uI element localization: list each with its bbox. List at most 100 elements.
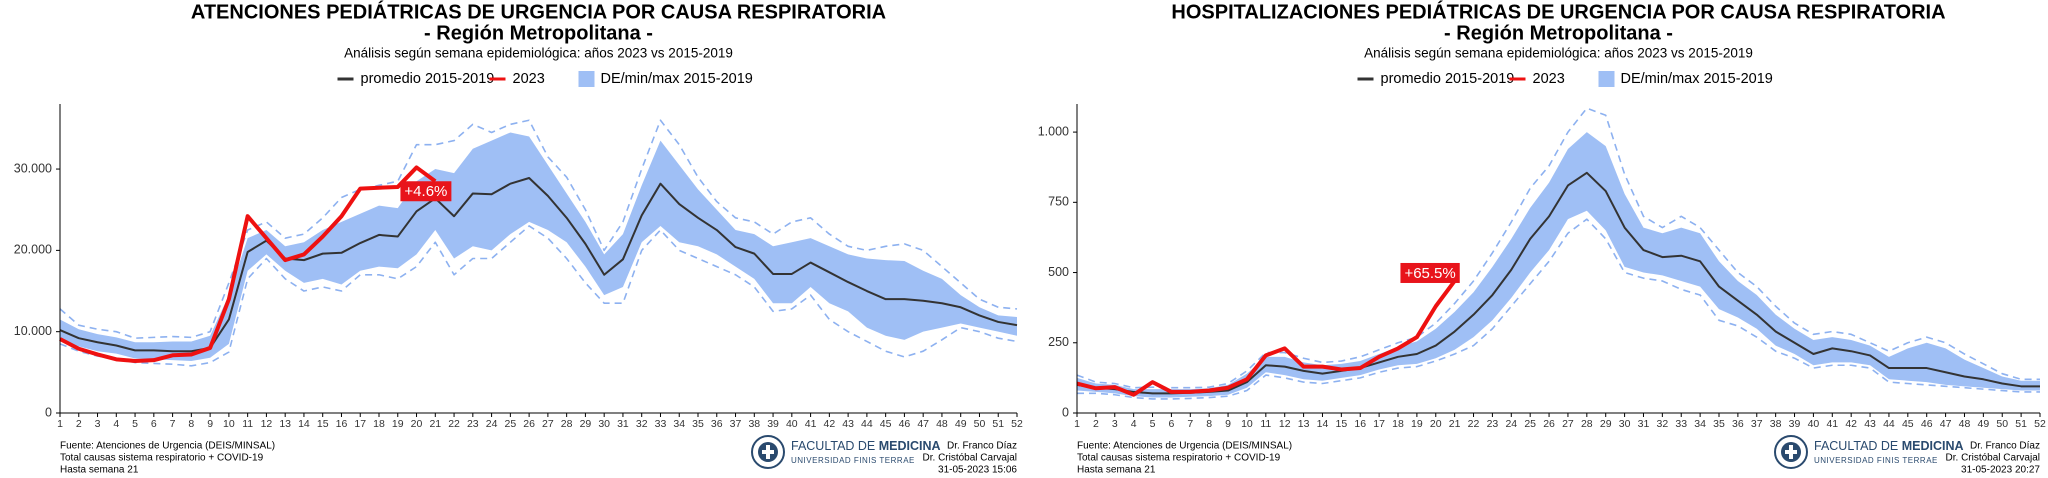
logo-emblem (1774, 435, 1808, 469)
author-note: 31-05-2023 20:27 (1961, 465, 2040, 476)
max-line (1076, 107, 2040, 389)
x-tick-label: 3 (95, 418, 101, 430)
x-tick-label: 18 (1392, 418, 1404, 430)
author-note: Dr. Cristóbal Carvajal (923, 453, 1017, 464)
author-note: 31-05-2023 15:06 (938, 465, 1017, 476)
chart-description: Análisis según semana epidemiológica: añ… (344, 46, 733, 61)
x-tick-label: 46 (1921, 418, 1933, 430)
annotation-box (400, 181, 452, 202)
legend-label: 2023 (1533, 71, 1565, 87)
x-tick-label: 46 (899, 418, 911, 430)
x-tick-label: 45 (1902, 418, 1914, 430)
x-tick-label: 17 (354, 418, 366, 430)
x-tick-label: 50 (974, 418, 986, 430)
source-note: Fuente: Atenciones de Urgencia (DEIS/MIN… (1077, 441, 1292, 452)
source-note: Hasta semana 21 (60, 465, 139, 476)
x-tick-label: 21 (429, 418, 441, 430)
x-tick-label: 33 (1675, 418, 1687, 430)
x-tick-label: 40 (1808, 418, 1820, 430)
legend-label: DE/min/max 2015-2019 (601, 71, 753, 87)
x-tick-label: 19 (1411, 418, 1423, 430)
x-tick-label: 21 (1449, 418, 1461, 430)
x-tick-label: 35 (692, 418, 704, 430)
x-tick-label: 15 (1336, 418, 1348, 430)
chart-title: HOSPITALIZACIONES PEDIÁTRICAS DE URGENCI… (1171, 0, 1945, 23)
x-tick-label: 25 (505, 418, 517, 430)
annotation: +65.5% (1404, 265, 1455, 282)
x-tick-label: 6 (1168, 418, 1174, 430)
x-tick-label: 20 (1430, 418, 1442, 430)
x-tick-label: 34 (673, 418, 685, 430)
x-tick-label: 37 (730, 418, 742, 430)
panel: HOSPITALIZACIONES PEDIÁTRICAS DE URGENCI… (1038, 0, 2046, 475)
legend-label: promedio 2015-2019 (361, 71, 495, 87)
x-tick-label: 45 (880, 418, 892, 430)
x-tick-label: 30 (1619, 418, 1631, 430)
average-line (1076, 171, 2040, 395)
min-line (1077, 218, 2040, 400)
x-tick-label: 8 (188, 418, 194, 430)
x-tick-label: 20 (411, 418, 423, 430)
y-tick-label: 0 (1062, 405, 1069, 419)
logo-university: UNIVERSIDAD FINIS TERRAE (1814, 456, 1938, 465)
x-tick-label: 1 (57, 418, 63, 430)
source-note: Fuente: Atenciones de Urgencia (DEIS/MIN… (60, 441, 275, 452)
x-tick-label: 31 (617, 418, 629, 430)
x-tick-label: 44 (861, 418, 873, 430)
y-tick-label: 0 (45, 405, 52, 419)
logo-name-part: FACULTAD DE (1814, 439, 1898, 453)
x-tick-label: 31 (1638, 418, 1650, 430)
x-tick-label: 36 (711, 418, 723, 430)
x-tick-label: 44 (1883, 418, 1895, 430)
x-tick-label: 29 (1600, 418, 1612, 430)
x-tick-label: 37 (1751, 418, 1763, 430)
x-tick-label: 41 (805, 418, 817, 430)
source-note: Total causas sistema respiratorio + COVI… (1077, 453, 1281, 464)
y-tick-label: 20.000 (14, 243, 52, 257)
chart-subtitle: - Región Metropolitana - (424, 22, 653, 44)
x-tick-label: 27 (542, 418, 554, 430)
x-tick-label: 11 (242, 418, 253, 430)
y-tick-label: 500 (1048, 265, 1069, 279)
x-tick-label: 39 (767, 418, 779, 430)
x-tick-label: 35 (1713, 418, 1725, 430)
x-tick-label: 26 (523, 418, 535, 430)
logo-emblem (1785, 450, 1797, 454)
y-tick-label: 250 (1048, 335, 1069, 349)
x-tick-label: 7 (170, 418, 176, 430)
legend-label: DE/min/max 2015-2019 (1621, 71, 1773, 87)
x-tick-label: 3 (1112, 418, 1118, 430)
source-note: Total causas sistema respiratorio + COVI… (60, 453, 264, 464)
min-line (59, 225, 1018, 367)
x-tick-label: 47 (917, 418, 929, 430)
x-tick-label: 10 (223, 418, 235, 430)
x-tick-label: 24 (1505, 418, 1517, 430)
logo-university: UNIVERSIDAD FINIS TERRAE (791, 456, 915, 465)
x-tick-label: 32 (1657, 418, 1669, 430)
x-tick-label: 5 (1150, 418, 1156, 430)
x-tick-label: 9 (1225, 418, 1231, 430)
band-area (1077, 132, 2040, 398)
annotation: +4.6% (404, 183, 447, 200)
x-tick-label: 8 (1206, 418, 1212, 430)
logo-name: FACULTAD DE MEDICINA (791, 439, 941, 453)
logo-emblem (762, 450, 774, 454)
x-tick-label: 19 (392, 418, 404, 430)
legend-swatch (1598, 71, 1615, 87)
logo-name: FACULTAD DE MEDICINA (1814, 439, 1964, 453)
y-tick-label: 10.000 (14, 324, 52, 338)
logo-emblem (751, 435, 785, 469)
annotation-box (1400, 262, 1460, 283)
average-line (59, 176, 1018, 353)
x-tick-label: 39 (1789, 418, 1801, 430)
x-tick-label: 16 (1354, 418, 1366, 430)
x-tick-label: 14 (1317, 418, 1329, 430)
x-tick-label: 22 (1468, 418, 1480, 430)
x-tick-label: 30 (598, 418, 610, 430)
x-tick-label: 52 (1011, 418, 1023, 430)
x-tick-label: 7 (1187, 418, 1193, 430)
x-tick-label: 11 (1260, 418, 1271, 430)
x-tick-label: 4 (113, 418, 119, 430)
x-tick-label: 52 (2034, 418, 2046, 430)
